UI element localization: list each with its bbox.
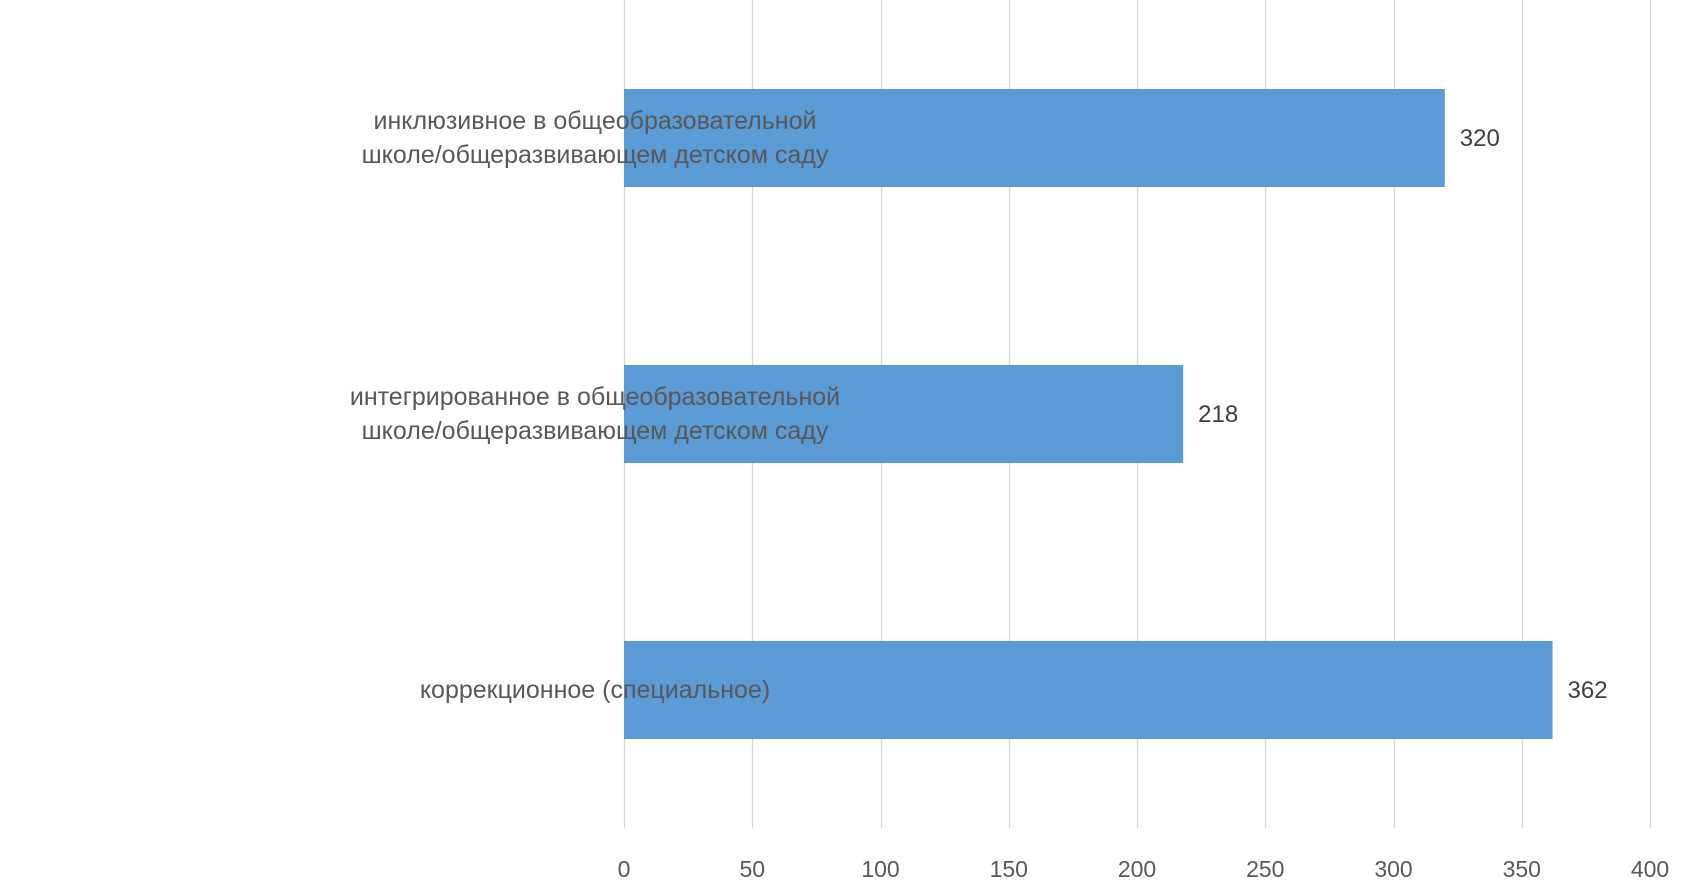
category-label: школе/общеразвивающем детском саду	[362, 417, 829, 445]
data-labels: 320 218 362	[1198, 125, 1607, 704]
category-label: интегрированное в общеобразовательной	[350, 383, 840, 411]
category-label: инклюзивное в общеобразовательной	[374, 107, 817, 135]
bar	[624, 641, 1553, 739]
x-tick-label: 400	[1631, 856, 1669, 882]
x-tick-label: 150	[990, 856, 1028, 882]
bar	[624, 89, 1445, 187]
category-label: коррекционное (специальное)	[420, 676, 770, 704]
x-tick-label: 350	[1503, 856, 1541, 882]
x-tick-label: 100	[861, 856, 899, 882]
data-label: 362	[1568, 677, 1608, 704]
category-label: школе/общеразвивающем детском саду	[362, 141, 829, 169]
bars	[624, 89, 1553, 739]
x-tick-label: 200	[1118, 856, 1156, 882]
bar	[624, 365, 1184, 463]
x-tick-label: 50	[739, 856, 765, 882]
data-label: 218	[1198, 401, 1238, 428]
x-axis-tick-labels: 0 50 100 150 200 250 300 350 400	[618, 856, 1670, 882]
data-label: 320	[1460, 125, 1500, 152]
category-labels: инклюзивное в общеобразовательной школе/о…	[350, 107, 840, 704]
x-tick-label: 250	[1246, 856, 1284, 882]
x-tick-label: 0	[618, 856, 631, 882]
x-tick-label: 300	[1374, 856, 1412, 882]
